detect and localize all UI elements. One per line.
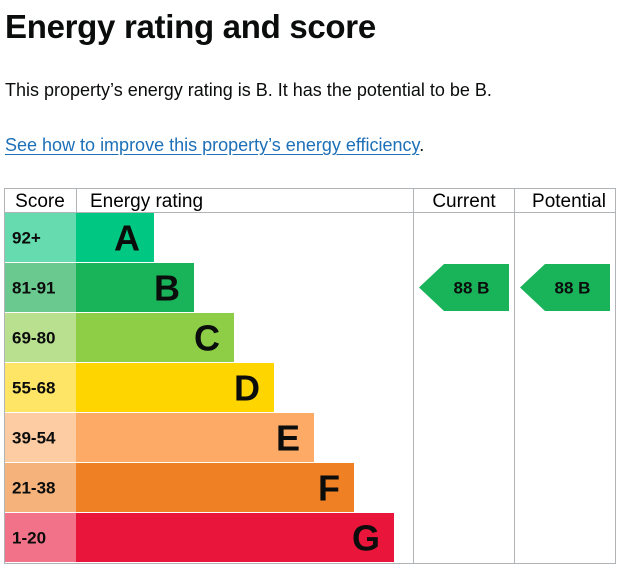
rating-summary: This property’s energy rating is B. It h… bbox=[5, 80, 492, 100]
score-range-cell-b bbox=[5, 263, 76, 312]
score-range-cell-f bbox=[5, 463, 76, 512]
rating-bar-a bbox=[76, 213, 154, 262]
header-score: Score bbox=[15, 191, 65, 212]
rating-letter-a: A bbox=[114, 218, 140, 259]
link-suffix: . bbox=[419, 135, 425, 155]
score-range-cell-d bbox=[5, 363, 76, 412]
score-range-a: 92+ bbox=[12, 229, 41, 248]
rating-letter-f: F bbox=[318, 468, 340, 509]
score-range-cell-a bbox=[5, 213, 76, 262]
rating-bar-f bbox=[76, 463, 354, 512]
rating-bar-d bbox=[76, 363, 274, 412]
score-range-d: 55-68 bbox=[12, 379, 55, 398]
header-energy-rating: Energy rating bbox=[90, 191, 203, 212]
page-title: Energy rating and score bbox=[5, 8, 376, 45]
rating-bar-c bbox=[76, 313, 234, 362]
improve-link-line: See how to improve this property’s energ… bbox=[5, 135, 424, 156]
rating-letter-c: C bbox=[194, 318, 220, 359]
rating-letter-e: E bbox=[276, 418, 300, 459]
rating-letter-d: D bbox=[234, 368, 260, 409]
potential-rating-label: 88 B bbox=[555, 279, 591, 298]
header-potential: Potential bbox=[532, 191, 606, 212]
rating-bar-b bbox=[76, 263, 194, 312]
rating-markers: 88 B 88 B bbox=[419, 264, 610, 311]
score-range-f: 21-38 bbox=[12, 479, 55, 498]
rating-letter-b: B bbox=[154, 268, 180, 309]
rating-letter-g: G bbox=[352, 518, 380, 559]
header-current: Current bbox=[432, 191, 496, 212]
rating-bands: 92+ A 81-91 B 69-80 C 55-68 D 39-54 E 21-38 F 1-20 G bbox=[5, 213, 394, 562]
chart-border bbox=[4, 188, 616, 564]
improve-efficiency-link[interactable]: See how to improve this property’s energ… bbox=[5, 135, 420, 155]
score-range-cell-g bbox=[5, 513, 76, 562]
potential-rating-arrow bbox=[520, 264, 610, 311]
score-range-e: 39-54 bbox=[12, 429, 56, 448]
rating-bar-g bbox=[76, 513, 394, 562]
score-range-c: 69-80 bbox=[12, 329, 55, 348]
rating-bar-e bbox=[76, 413, 314, 462]
energy-rating-chart: Score Energy rating Current Potential 92… bbox=[4, 188, 616, 564]
score-range-cell-e bbox=[5, 413, 76, 462]
score-range-cell-c bbox=[5, 313, 76, 362]
score-range-b: 81-91 bbox=[12, 279, 55, 298]
score-range-g: 1-20 bbox=[12, 529, 46, 548]
current-rating-arrow bbox=[419, 264, 509, 311]
current-rating-label: 88 B bbox=[454, 279, 490, 298]
